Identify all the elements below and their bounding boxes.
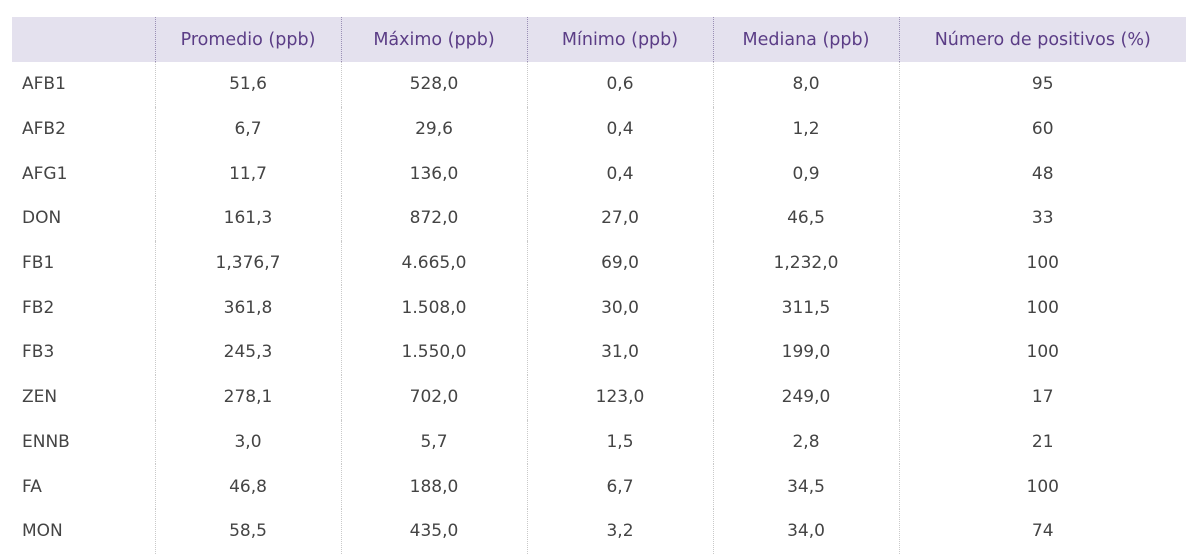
mediana-cell: 1,232,0: [712, 240, 899, 286]
maximo-cell: 5,7: [340, 419, 527, 465]
minimo-cell: 0,6: [526, 62, 713, 107]
maximo-cell: 1.550,0: [340, 330, 527, 375]
mediana-cell: 249,0: [712, 374, 899, 420]
table-row: AFB1 51,6 528,0 0,6 8,0 95: [12, 62, 1186, 107]
positivos-cell: 48: [898, 151, 1186, 197]
minimo-cell: 1,5: [526, 419, 713, 465]
maximo-cell: 435,0: [340, 508, 527, 554]
mediana-cell: 1,2: [712, 106, 899, 152]
row-label: FB3: [22, 342, 55, 363]
row-label: ENNB: [22, 431, 70, 452]
mediana-cell: 34,0: [712, 508, 899, 554]
row-label: FB2: [22, 297, 55, 318]
header-cell-promedio: Promedio (ppb): [154, 17, 341, 62]
maximo-cell: 872,0: [340, 196, 527, 241]
mediana-cell: 311,5: [712, 285, 899, 331]
positivos-cell: 60: [898, 106, 1186, 152]
header-row: Promedio (ppb) Máximo (ppb) Mínimo (ppb)…: [12, 17, 1186, 62]
promedio-cell: 161,3: [154, 196, 341, 241]
table-row: AFG1 11,7 136,0 0,4 0,9 48: [12, 151, 1186, 197]
header-cell-corner: [12, 17, 155, 62]
minimo-cell: 69,0: [526, 240, 713, 286]
row-label: ZEN: [22, 387, 58, 408]
minimo-cell: 31,0: [526, 330, 713, 375]
table-row: ZEN 278,1 702,0 123,0 249,0 17: [12, 374, 1186, 420]
table-row: FB2 361,8 1.508,0 30,0 311,5 100: [12, 285, 1186, 331]
row-label: AFG1: [22, 163, 68, 184]
table-body: AFB1 51,6 528,0 0,6 8,0 95 AFB2 6,7 29,6 0,4 1,2 60…: [12, 62, 1186, 554]
maximo-cell: 29,6: [340, 106, 527, 152]
mycotoxin-table: Promedio (ppb) Máximo (ppb) Mínimo (ppb)…: [12, 17, 1186, 554]
mediana-cell: 199,0: [712, 330, 899, 375]
promedio-cell: 3,0: [154, 419, 341, 465]
promedio-cell: 58,5: [154, 508, 341, 554]
maximo-cell: 528,0: [340, 62, 527, 107]
mediana-cell: 8,0: [712, 62, 899, 107]
mediana-cell: 2,8: [712, 419, 899, 465]
positivos-cell: 100: [898, 464, 1186, 509]
table-row: ENNB 3,0 5,7 1,5 2,8 21: [12, 419, 1186, 465]
maximo-cell: 702,0: [340, 374, 527, 420]
promedio-cell: 278,1: [154, 374, 341, 420]
maximo-cell: 4.665,0: [340, 240, 527, 286]
positivos-cell: 100: [898, 240, 1186, 286]
table-row: AFB2 6,7 29,6 0,4 1,2 60: [12, 106, 1186, 152]
header-cell-mediana: Mediana (ppb): [712, 17, 899, 62]
header-cell-positivos: Número de positivos (%): [898, 17, 1186, 62]
promedio-cell: 1,376,7: [154, 240, 341, 286]
positivos-cell: 17: [898, 374, 1186, 420]
row-label: AFB1: [22, 74, 66, 95]
table-row: FB1 1,376,7 4.665,0 69,0 1,232,0 100: [12, 240, 1186, 286]
table-row: DON 161,3 872,0 27,0 46,5 33: [12, 196, 1186, 241]
row-label: DON: [22, 208, 62, 229]
mycotoxin-table-container: Promedio (ppb) Máximo (ppb) Mínimo (ppb)…: [12, 17, 1186, 554]
minimo-cell: 27,0: [526, 196, 713, 241]
mediana-cell: 34,5: [712, 464, 899, 509]
promedio-cell: 245,3: [154, 330, 341, 375]
positivos-cell: 100: [898, 285, 1186, 331]
maximo-cell: 188,0: [340, 464, 527, 509]
table-row: FB3 245,3 1.550,0 31,0 199,0 100: [12, 330, 1186, 375]
positivos-cell: 100: [898, 330, 1186, 375]
promedio-cell: 51,6: [154, 62, 341, 107]
minimo-cell: 0,4: [526, 106, 713, 152]
row-label: MON: [22, 521, 63, 542]
maximo-cell: 136,0: [340, 151, 527, 197]
row-label: AFB2: [22, 119, 66, 140]
table-header: Promedio (ppb) Máximo (ppb) Mínimo (ppb)…: [12, 17, 1186, 62]
promedio-cell: 46,8: [154, 464, 341, 509]
row-label: FB1: [22, 253, 55, 274]
promedio-cell: 6,7: [154, 106, 341, 152]
row-label: FA: [22, 476, 42, 497]
positivos-cell: 74: [898, 508, 1186, 554]
header-cell-maximo: Máximo (ppb): [340, 17, 527, 62]
mediana-cell: 0,9: [712, 151, 899, 197]
maximo-cell: 1.508,0: [340, 285, 527, 331]
positivos-cell: 33: [898, 196, 1186, 241]
positivos-cell: 95: [898, 62, 1186, 107]
promedio-cell: 11,7: [154, 151, 341, 197]
promedio-cell: 361,8: [154, 285, 341, 331]
mediana-cell: 46,5: [712, 196, 899, 241]
minimo-cell: 30,0: [526, 285, 713, 331]
minimo-cell: 3,2: [526, 508, 713, 554]
positivos-cell: 21: [898, 419, 1186, 465]
table-row: MON 58,5 435,0 3,2 34,0 74: [12, 508, 1186, 554]
minimo-cell: 6,7: [526, 464, 713, 509]
minimo-cell: 0,4: [526, 151, 713, 197]
table-row: FA 46,8 188,0 6,7 34,5 100: [12, 464, 1186, 509]
minimo-cell: 123,0: [526, 374, 713, 420]
header-cell-minimo: Mínimo (ppb): [526, 17, 713, 62]
